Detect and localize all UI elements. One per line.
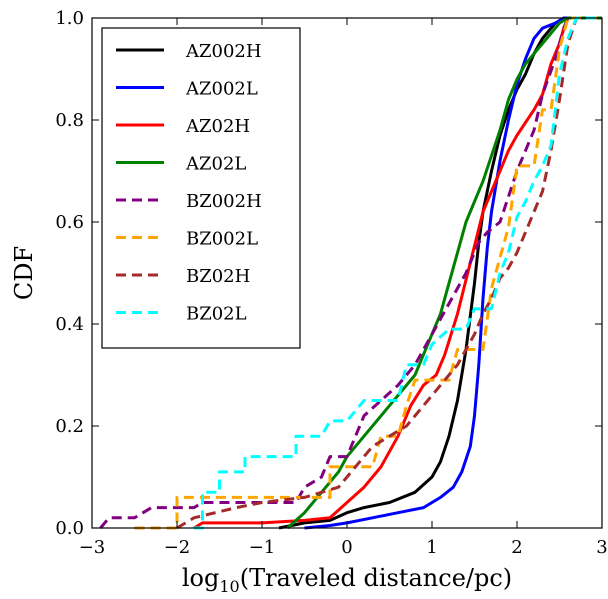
legend-label-az02h: AZ02H	[185, 116, 250, 137]
x-tick-label: −1	[249, 537, 276, 558]
x-tick-label: 0	[341, 537, 352, 558]
legend-label-az002l: AZ002L	[185, 79, 258, 100]
x-tick-label: −3	[79, 537, 106, 558]
axis-ticks: −3 −2 −1 0 1 2 3 0.0 0.2 0.4 0.6 0.8 1.0	[55, 8, 607, 558]
legend-label-bz02h: BZ02H	[186, 266, 250, 287]
x-tick-label: 3	[596, 537, 607, 558]
x-axis-label-subscript: 10	[219, 577, 239, 596]
legend-label-bz002l: BZ002L	[186, 229, 258, 250]
series-lines	[99, 16, 602, 530]
y-tick-label: 0.4	[55, 314, 84, 335]
series-line-bz002h	[99, 16, 602, 529]
legend-label-az002h: AZ002H	[185, 41, 262, 62]
legend-label-bz02l: BZ02L	[186, 304, 247, 325]
x-tick-label: −2	[164, 537, 191, 558]
series-line-az02h	[193, 16, 602, 530]
x-tick-label: 1	[426, 537, 437, 558]
series-line-az002l	[304, 16, 602, 530]
y-tick-label: 1.0	[55, 8, 84, 29]
series-line-bz002l	[134, 16, 602, 530]
y-tick-label: 0.6	[55, 212, 84, 233]
y-tick-label: 0.0	[55, 518, 84, 539]
x-axis-label: log10(Traveled distance/pc)	[182, 564, 512, 596]
legend: AZ002H AZ002L AZ02H AZ02L BZ002H BZ002L BZ02H B…	[101, 27, 301, 349]
x-axis-label-prefix: log	[182, 564, 220, 592]
series-line-az002h	[278, 16, 602, 530]
y-tick-label: 0.2	[55, 416, 84, 437]
series-line-bz02h	[176, 16, 602, 530]
legend-box	[101, 27, 301, 349]
y-tick-label: 0.8	[55, 110, 84, 131]
x-axis-label-rest: (Traveled distance/pc)	[240, 564, 512, 592]
series-line-az02l	[286, 16, 602, 530]
legend-label-bz002h: BZ002H	[186, 191, 262, 212]
y-axis-label: CDF	[10, 246, 38, 300]
x-tick-label: 2	[511, 537, 522, 558]
legend-label-az02l: AZ02L	[185, 154, 246, 175]
